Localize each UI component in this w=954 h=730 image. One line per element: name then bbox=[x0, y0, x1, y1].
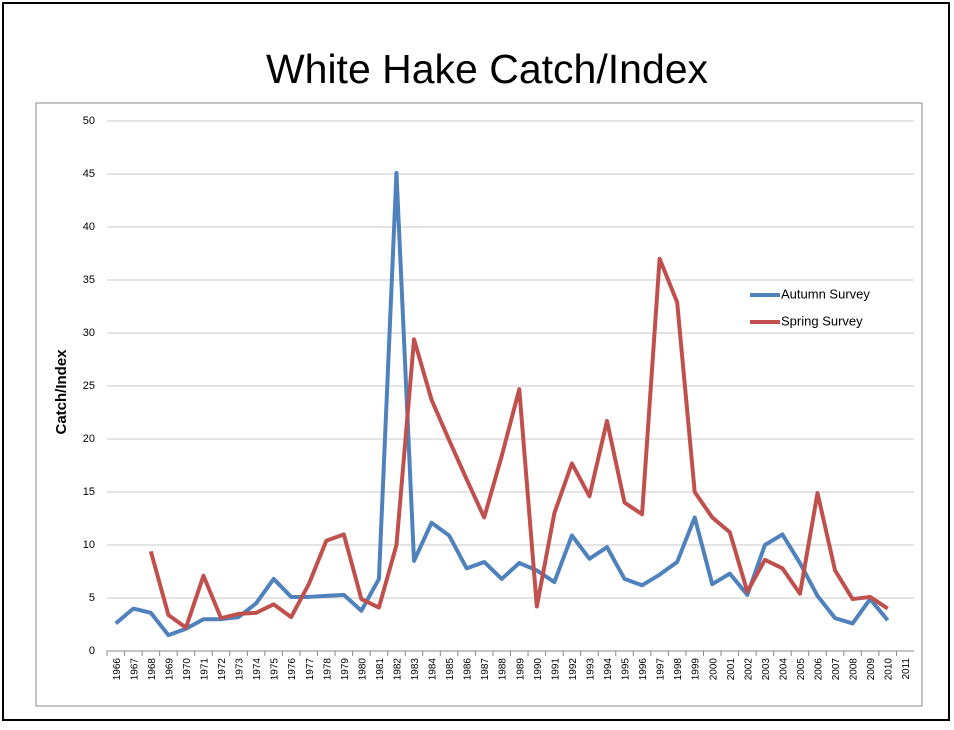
x-tick-label: 1985 bbox=[445, 658, 456, 681]
x-tick-label: 1989 bbox=[515, 658, 526, 681]
x-tick-label: 1971 bbox=[199, 658, 210, 681]
x-tick-label: 1984 bbox=[428, 658, 439, 681]
x-tick-label: 1991 bbox=[550, 658, 561, 681]
y-tick-label: 30 bbox=[83, 327, 95, 339]
x-tick-label: 1990 bbox=[533, 658, 544, 681]
x-tick-label: 1998 bbox=[673, 658, 684, 681]
x-tick-label: 2011 bbox=[901, 658, 912, 680]
legend-label: Autumn Survey bbox=[781, 286, 870, 301]
x-tick-label: 1995 bbox=[621, 658, 632, 681]
y-tick-label: 10 bbox=[83, 539, 95, 551]
y-axis-label: Catch/Index bbox=[53, 349, 70, 435]
x-tick-label: 1982 bbox=[392, 658, 403, 681]
x-tick-label: 2008 bbox=[849, 658, 860, 681]
x-tick-label: 2000 bbox=[708, 658, 719, 681]
y-tick-label: 50 bbox=[83, 115, 95, 127]
x-tick-label: 1992 bbox=[568, 658, 579, 681]
x-tick-label: 1997 bbox=[656, 658, 667, 681]
x-tick-label: 2010 bbox=[884, 658, 895, 681]
x-tick-label: 1976 bbox=[287, 658, 298, 681]
x-tick-label: 1969 bbox=[164, 658, 175, 681]
x-tick-label: 1980 bbox=[357, 658, 368, 681]
x-tick-label: 1999 bbox=[691, 658, 702, 681]
x-tick-label: 1996 bbox=[638, 658, 649, 681]
x-tick-label: 1978 bbox=[322, 658, 333, 681]
x-tick-label: 2002 bbox=[743, 658, 754, 681]
x-tick-label: 2001 bbox=[726, 658, 737, 681]
x-tick-label: 2005 bbox=[796, 658, 807, 681]
x-tick-label: 2007 bbox=[831, 658, 842, 681]
x-tick-label: 1979 bbox=[340, 658, 351, 681]
x-tick-label: 2009 bbox=[866, 658, 877, 681]
x-tick-label: 1970 bbox=[182, 658, 193, 681]
x-tick-label: 1993 bbox=[585, 658, 596, 681]
x-tick-label: 1968 bbox=[147, 658, 158, 681]
x-tick-label: 1966 bbox=[112, 658, 123, 681]
y-tick-label: 15 bbox=[83, 486, 95, 498]
y-tick-label: 20 bbox=[83, 433, 95, 445]
y-tick-label: 25 bbox=[83, 380, 95, 392]
x-tick-label: 1981 bbox=[375, 658, 386, 681]
y-tick-label: 40 bbox=[83, 221, 95, 233]
x-tick-label: 2003 bbox=[761, 658, 772, 681]
y-tick-label: 35 bbox=[83, 274, 95, 286]
y-tick-label: 0 bbox=[89, 645, 95, 657]
x-tick-label: 1983 bbox=[410, 658, 421, 681]
series-line bbox=[148, 256, 889, 630]
chart-title: White Hake Catch/Index bbox=[266, 46, 709, 92]
x-tick-label: 1987 bbox=[480, 658, 491, 681]
x-tick-label: 1977 bbox=[305, 658, 316, 681]
y-tick-label: 5 bbox=[89, 592, 95, 604]
x-tick-label: 1974 bbox=[252, 658, 263, 681]
x-tick-label: 1973 bbox=[235, 658, 246, 681]
legend-label: Spring Survey bbox=[781, 313, 863, 328]
x-tick-label: 1972 bbox=[217, 658, 228, 681]
x-tick-label: 2006 bbox=[814, 658, 825, 681]
x-tick-label: 1967 bbox=[129, 658, 140, 681]
x-tick-label: 1988 bbox=[498, 658, 509, 681]
x-tick-label: 1986 bbox=[463, 658, 474, 681]
chart-frame bbox=[35, 102, 923, 707]
x-tick-label: 2004 bbox=[778, 658, 789, 681]
x-tick-label: 1975 bbox=[270, 658, 281, 681]
x-tick-label: 1994 bbox=[603, 658, 614, 681]
y-tick-label: 45 bbox=[83, 168, 95, 180]
